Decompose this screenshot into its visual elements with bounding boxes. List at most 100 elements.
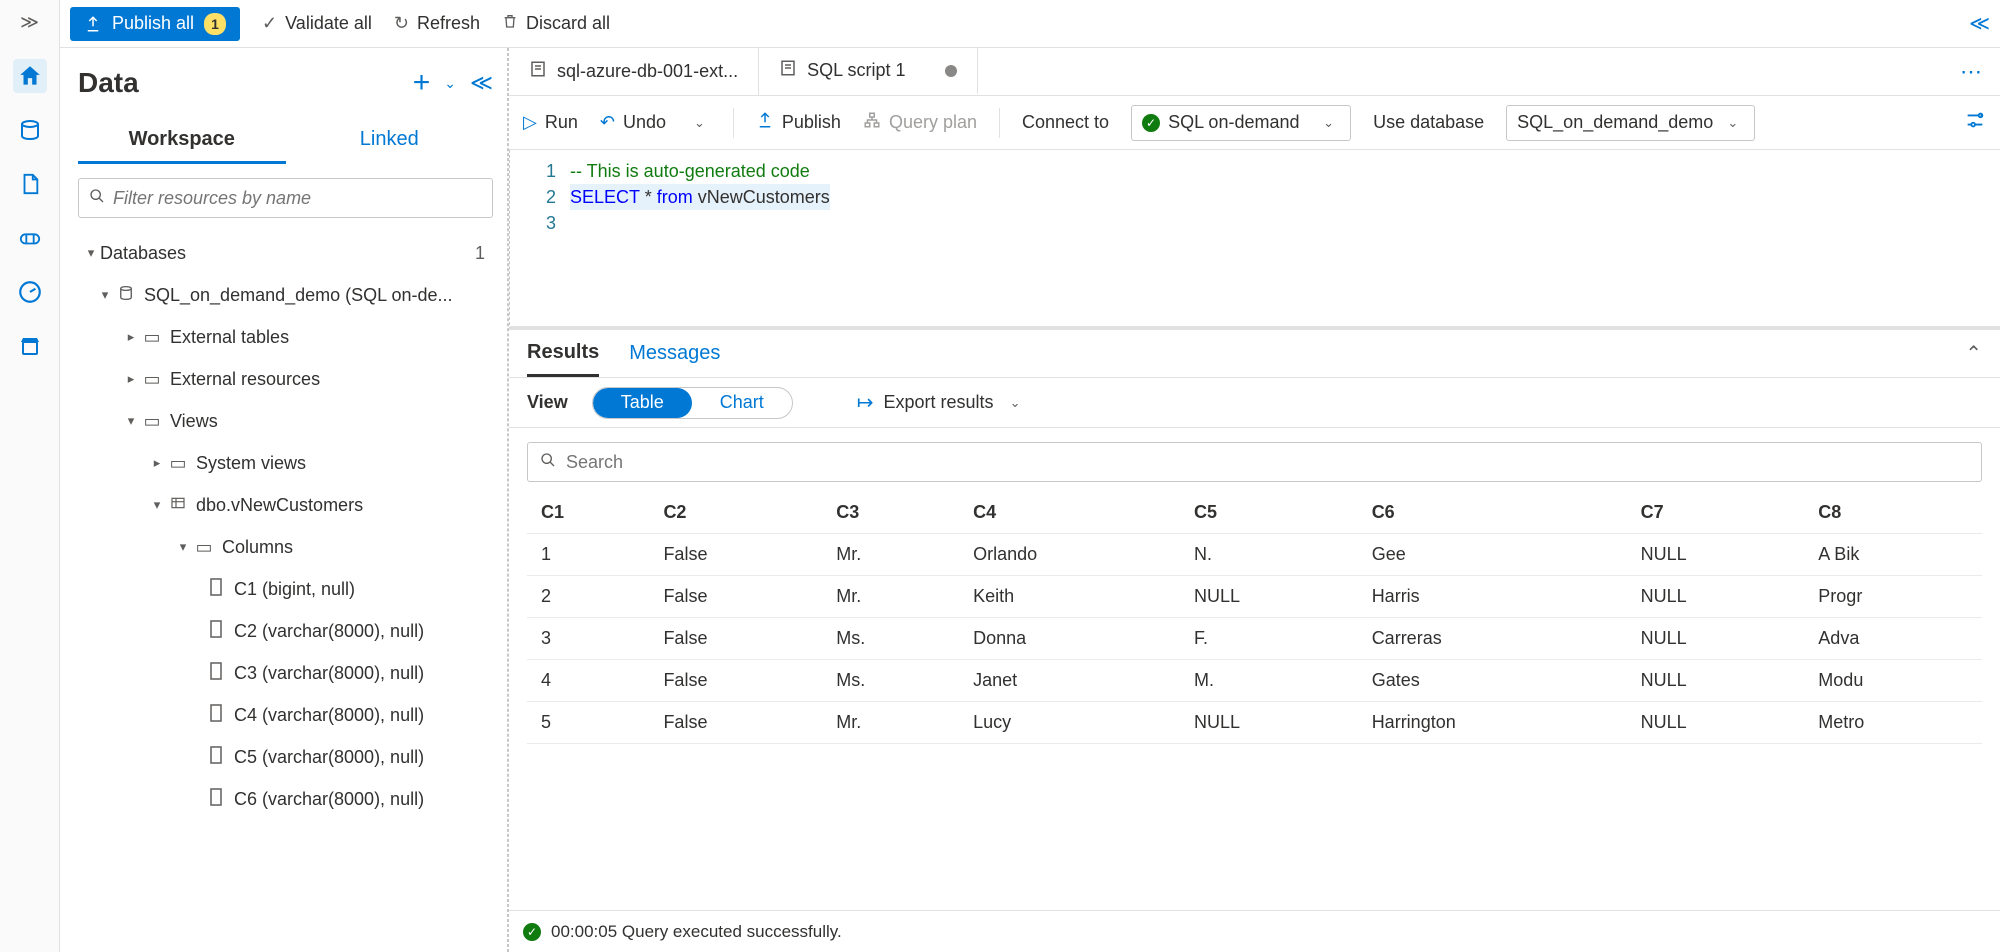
refresh-button[interactable]: ↻ Refresh [394, 13, 480, 34]
code-editor[interactable]: 123 -- This is auto-generated code SELEC… [509, 150, 2000, 330]
nav-monitor-icon[interactable] [13, 275, 47, 309]
search-icon [89, 188, 105, 209]
publish-icon [84, 15, 102, 33]
separator [733, 108, 734, 138]
editor-tab-strip: sql-azure-db-001-ext... SQL script 1 ⋯ [509, 48, 2000, 96]
table-row[interactable]: 4FalseMs.JanetM.GatesNULLModu [527, 660, 1982, 702]
column-header[interactable]: C3 [822, 492, 959, 534]
editor-tab-overflow[interactable]: ⋯ [1942, 48, 2000, 95]
chevron-down-icon: ⌄ [1317, 115, 1340, 131]
view-chart-button[interactable]: Chart [692, 388, 792, 418]
folder-icon: ▭ [166, 453, 190, 474]
tree-column-item[interactable]: C3 (varchar(8000), null) [78, 652, 493, 694]
tree-label: Databases [100, 243, 186, 264]
tree-column-item[interactable]: C2 (varchar(8000), null) [78, 610, 493, 652]
filter-input-field[interactable] [113, 188, 482, 209]
view-table-button[interactable]: Table [593, 388, 692, 418]
editor-tab[interactable]: sql-azure-db-001-ext... [509, 48, 759, 95]
tree-column-item[interactable]: C6 (varchar(8000), null) [78, 778, 493, 820]
tree-database-node[interactable]: ▾ SQL_on_demand_demo (SQL on-de... [78, 274, 493, 316]
caret-icon: ▸ [122, 329, 140, 345]
results-tab-strip: Results Messages ⌃ [509, 330, 2000, 378]
column-header[interactable]: C4 [959, 492, 1180, 534]
folder-icon: ▭ [140, 327, 164, 348]
editor-toolbar: ▷ Run ↶ Undo ⌄ Publish [509, 96, 2000, 150]
validate-all-button[interactable]: ✓ Validate all [262, 13, 372, 34]
tree-column-item[interactable]: C1 (bigint, null) [78, 568, 493, 610]
column-header[interactable]: C7 [1627, 492, 1805, 534]
editor-tab-label: sql-azure-db-001-ext... [557, 61, 738, 82]
column-header[interactable]: C5 [1180, 492, 1358, 534]
table-cell: 1 [527, 534, 649, 576]
add-resource-button[interactable]: + [413, 66, 431, 100]
nav-develop-icon[interactable] [13, 167, 47, 201]
run-button[interactable]: ▷ Run [523, 112, 578, 133]
results-search-input[interactable] [527, 442, 1982, 482]
column-header[interactable]: C8 [1804, 492, 1982, 534]
connection-selector[interactable]: ✓ SQL on-demand ⌄ [1131, 105, 1351, 141]
export-results-button[interactable]: ↦ Export results ⌄ [857, 390, 1027, 415]
tree-view-item[interactable]: ▾ dbo.vNewCustomers [78, 484, 493, 526]
rail-expand-icon[interactable]: ≫ [14, 6, 45, 39]
column-header[interactable]: C2 [649, 492, 822, 534]
caret-icon: ▾ [82, 245, 100, 261]
resource-tree: ▾ Databases 1 ▾ SQL_on_demand_demo (SQL … [78, 232, 493, 952]
search-input-field[interactable] [566, 452, 1969, 473]
discard-all-label: Discard all [526, 13, 610, 34]
query-plan-button[interactable]: Query plan [863, 111, 977, 134]
tab-workspace[interactable]: Workspace [78, 118, 286, 164]
database-selector[interactable]: SQL_on_demand_demo ⌄ [1506, 105, 1755, 141]
caret-icon: ▸ [122, 371, 140, 387]
table-cell: Modu [1804, 660, 1982, 702]
table-row[interactable]: 3FalseMs.DonnaF.CarrerasNULLAdva [527, 618, 1982, 660]
status-text: 00:00:05 Query executed successfully. [551, 922, 842, 942]
tree-column-item[interactable]: C4 (varchar(8000), null) [78, 694, 493, 736]
editor-tab[interactable]: SQL script 1 [759, 48, 978, 95]
status-bar: ✓ 00:00:05 Query executed successfully. [509, 910, 2000, 952]
tree-databases[interactable]: ▾ Databases 1 [78, 232, 493, 274]
editor-area: sql-azure-db-001-ext... SQL script 1 ⋯ ▷ [508, 48, 2000, 952]
code-content: -- This is auto-generated code SELECT * … [570, 150, 830, 326]
tree-column-item[interactable]: C5 (varchar(8000), null) [78, 736, 493, 778]
nav-data-icon[interactable] [13, 113, 47, 147]
tree-label: Views [170, 411, 218, 432]
tab-results[interactable]: Results [527, 331, 599, 377]
editor-tab-label: SQL script 1 [807, 60, 905, 81]
table-row[interactable]: 2FalseMr.KeithNULLHarrisNULLProgr [527, 576, 1982, 618]
separator [999, 108, 1000, 138]
discard-all-button[interactable]: Discard all [502, 12, 610, 35]
table-cell: Mr. [822, 576, 959, 618]
collapse-right-icon[interactable]: ≪ [1969, 11, 1990, 36]
tree-columns-folder[interactable]: ▾ ▭ Columns [78, 526, 493, 568]
chevron-down-icon[interactable]: ⌄ [688, 115, 711, 131]
filter-resources-input[interactable] [78, 178, 493, 218]
table-row[interactable]: 1FalseMr.OrlandoN.GeeNULLA Bik [527, 534, 1982, 576]
publish-button[interactable]: Publish [756, 111, 841, 134]
chevron-down-icon: ⌄ [1721, 115, 1744, 131]
tab-linked[interactable]: Linked [286, 118, 494, 164]
settings-icon[interactable] [1964, 109, 1986, 137]
top-toolbar: Publish all 1 ✓ Validate all ↻ Refresh D… [60, 0, 2000, 48]
trash-icon [502, 12, 518, 35]
table-cell: Harris [1358, 576, 1627, 618]
export-icon: ↦ [857, 390, 874, 415]
tree-views[interactable]: ▾ ▭ Views [78, 400, 493, 442]
nav-home-icon[interactable] [13, 59, 47, 93]
column-header[interactable]: C6 [1358, 492, 1627, 534]
collapse-results-icon[interactable]: ⌃ [1965, 341, 1982, 366]
caret-icon: ▾ [96, 287, 114, 303]
column-header[interactable]: C1 [527, 492, 649, 534]
more-actions-icon[interactable]: ⌄ [444, 75, 456, 92]
tree-system-views[interactable]: ▸ ▭ System views [78, 442, 493, 484]
nav-integrate-icon[interactable] [13, 221, 47, 255]
tab-messages[interactable]: Messages [629, 332, 720, 375]
tree-external-resources[interactable]: ▸ ▭ External resources [78, 358, 493, 400]
table-row[interactable]: 5FalseMr.LucyNULLHarringtonNULLMetro [527, 702, 1982, 744]
results-grid: C1C2C3C4C5C6C7C8 1FalseMr.OrlandoN.GeeNU… [509, 492, 2000, 910]
tree-external-tables[interactable]: ▸ ▭ External tables [78, 316, 493, 358]
column-icon [204, 788, 228, 811]
undo-button[interactable]: ↶ Undo [600, 112, 666, 133]
publish-all-button[interactable]: Publish all 1 [70, 7, 240, 41]
nav-manage-icon[interactable] [13, 329, 47, 363]
collapse-panel-icon[interactable]: ≪ [470, 70, 493, 96]
